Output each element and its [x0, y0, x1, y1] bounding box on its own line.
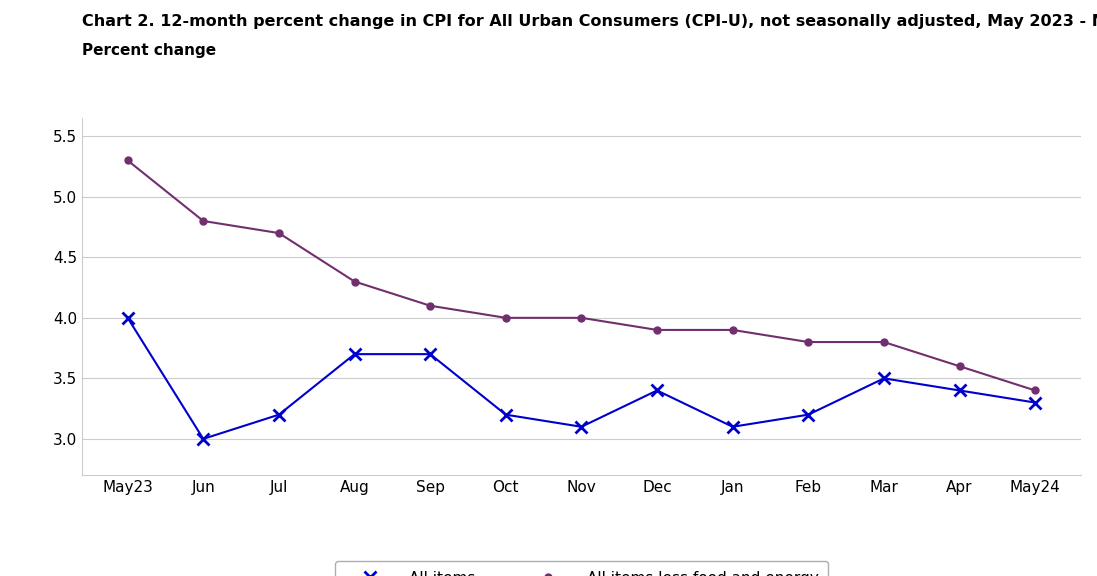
Legend: All items, All items less food and energy: All items, All items less food and energ… [335, 562, 828, 576]
Text: instaforex: instaforex [70, 537, 142, 550]
Text: ⚙: ⚙ [24, 535, 52, 563]
All items less food and energy [802, 339, 815, 346]
All items less food and energy [499, 314, 512, 321]
All items less food and energy [423, 302, 437, 309]
All items [196, 435, 210, 442]
Text: Chart 2. 12-month percent change in CPI for All Urban Consumers (CPI-U), not sea: Chart 2. 12-month percent change in CPI … [82, 14, 1097, 29]
All items [348, 351, 361, 358]
All items less food and energy [121, 157, 134, 164]
All items less food and energy [348, 278, 361, 285]
All items [423, 351, 437, 358]
Text: Instant Forex Trading: Instant Forex Trading [58, 557, 152, 566]
All items less food and energy [575, 314, 588, 321]
All items [272, 411, 285, 418]
All items less food and energy [953, 363, 966, 370]
All items [499, 411, 512, 418]
Line: All items less food and energy: All items less food and energy [124, 157, 1039, 394]
All items less food and energy [272, 230, 285, 237]
All items [878, 375, 891, 382]
Text: Percent change: Percent change [82, 43, 216, 58]
All items less food and energy [878, 339, 891, 346]
All items [575, 423, 588, 430]
All items [726, 423, 739, 430]
All items less food and energy [651, 327, 664, 334]
All items less food and energy [196, 218, 210, 225]
Line: All items: All items [122, 312, 1041, 445]
All items less food and energy [726, 327, 739, 334]
All items [802, 411, 815, 418]
All items [1029, 399, 1042, 406]
All items less food and energy [1029, 387, 1042, 394]
All items [651, 387, 664, 394]
All items [953, 387, 966, 394]
All items [121, 314, 134, 321]
